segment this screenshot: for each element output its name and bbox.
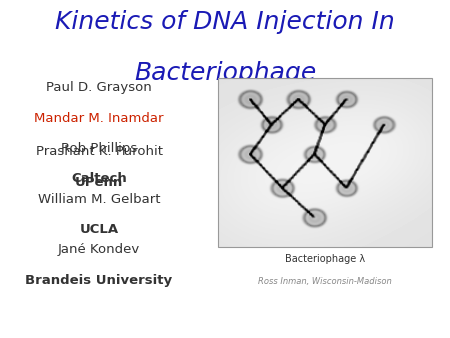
Text: William M. Gelbart: William M. Gelbart	[38, 193, 160, 206]
Text: Jané Kondev: Jané Kondev	[58, 243, 140, 256]
Text: Caltech: Caltech	[71, 172, 127, 185]
Text: Prashant K. Purohit: Prashant K. Purohit	[36, 145, 162, 158]
Text: Ross Inman, Wisconsin-Madison: Ross Inman, Wisconsin-Madison	[258, 277, 392, 286]
Text: Kinetics of DNA Injection In: Kinetics of DNA Injection In	[55, 10, 395, 34]
Text: UCLA: UCLA	[80, 223, 118, 236]
Text: Mandar M. Inamdar: Mandar M. Inamdar	[34, 112, 164, 124]
Text: Bacteriophage: Bacteriophage	[134, 61, 316, 85]
Text: Rob Phillips: Rob Phillips	[61, 142, 137, 155]
Text: Paul D. Grayson: Paul D. Grayson	[46, 81, 152, 94]
Bar	[218, 78, 432, 247]
Text: Brandeis University: Brandeis University	[26, 274, 172, 287]
Text: UPenn: UPenn	[75, 176, 123, 189]
Text: Bacteriophage λ: Bacteriophage λ	[285, 254, 365, 264]
